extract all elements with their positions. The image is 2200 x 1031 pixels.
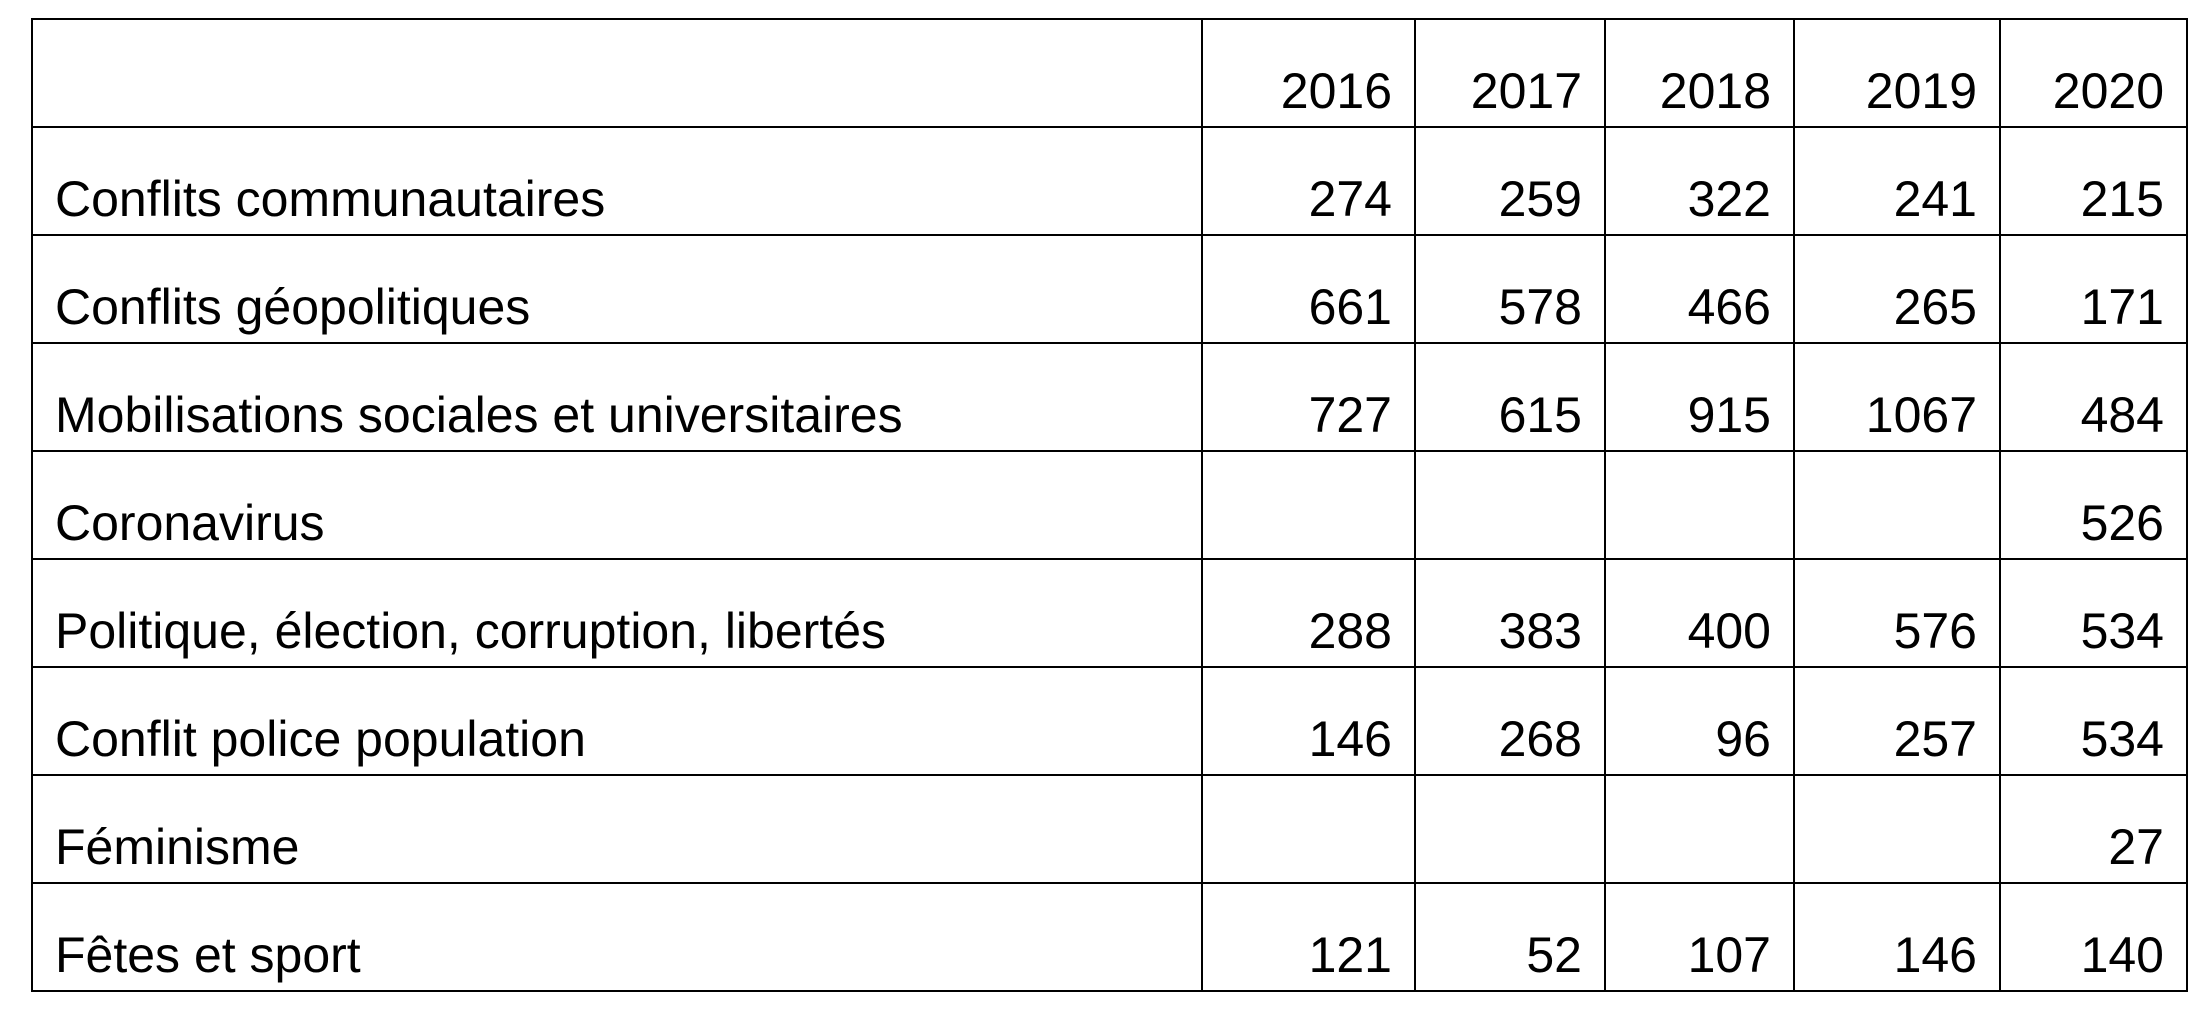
data-row: Politique, élection, corruption, liberté… [31,558,2188,668]
row-label: Politique, élection, corruption, liberté… [31,558,1203,668]
empty-cell [1793,774,2001,884]
value-cell: 578 [1414,234,1606,344]
value-cell: 121 [1201,882,1416,992]
row-label: Conflits communautaires [31,126,1203,236]
value-cell: 727 [1201,342,1416,452]
value-cell: 661 [1201,234,1416,344]
data-row: Conflit police population 146 268 96 257 534 [31,666,2188,776]
value-cell: 274 [1201,126,1416,236]
value-cell: 96 [1604,666,1795,776]
row-label: Conflit police population [31,666,1203,776]
empty-cell [1604,774,1795,884]
row-label: Conflits géopolitiques [31,234,1203,344]
value-cell: 27 [1999,774,2188,884]
value-cell: 257 [1793,666,2001,776]
value-cell: 241 [1793,126,2001,236]
value-cell: 1067 [1793,342,2001,452]
value-cell: 146 [1793,882,2001,992]
table-body: 2016 2017 2018 2019 2020 Conflits communautai… [31,18,2188,992]
row-label: Mobilisations sociales et universitaires [31,342,1203,452]
value-cell: 171 [1999,234,2188,344]
empty-cell [1793,450,2001,560]
data-table: 2016 2017 2018 2019 2020 Conflits communautai… [31,18,2188,992]
data-row: Féminisme 27 [31,774,2188,884]
value-cell: 484 [1999,342,2188,452]
year-header: 2017 [1414,18,1606,128]
empty-cell [1414,450,1606,560]
value-cell: 400 [1604,558,1795,668]
value-cell: 288 [1201,558,1416,668]
value-cell: 615 [1414,342,1606,452]
value-cell: 52 [1414,882,1606,992]
year-header: 2016 [1201,18,1416,128]
year-header: 2019 [1793,18,2001,128]
empty-cell [1201,774,1416,884]
corner-cell [31,18,1203,128]
value-cell: 215 [1999,126,2188,236]
data-row: Coronavirus 526 [31,450,2188,560]
value-cell: 466 [1604,234,1795,344]
value-cell: 383 [1414,558,1606,668]
value-cell: 140 [1999,882,2188,992]
row-label: Coronavirus [31,450,1203,560]
data-row: Conflits communautaires 274 259 322 241 215 [31,126,2188,236]
empty-cell [1414,774,1606,884]
year-header: 2018 [1604,18,1795,128]
row-label: Fêtes et sport [31,882,1203,992]
value-cell: 107 [1604,882,1795,992]
year-header: 2020 [1999,18,2188,128]
value-cell: 146 [1201,666,1416,776]
data-row: Fêtes et sport 121 52 107 146 140 [31,882,2188,992]
data-row: Conflits géopolitiques 661 578 466 265 171 [31,234,2188,344]
value-cell: 576 [1793,558,2001,668]
value-cell: 915 [1604,342,1795,452]
value-cell: 534 [1999,666,2188,776]
value-cell: 322 [1604,126,1795,236]
header-row: 2016 2017 2018 2019 2020 [31,18,2188,128]
value-cell: 526 [1999,450,2188,560]
empty-cell [1201,450,1416,560]
value-cell: 265 [1793,234,2001,344]
row-label: Féminisme [31,774,1203,884]
value-cell: 259 [1414,126,1606,236]
empty-cell [1604,450,1795,560]
table-container: 2016 2017 2018 2019 2020 Conflits communautai… [31,18,2188,992]
value-cell: 268 [1414,666,1606,776]
data-row: Mobilisations sociales et universitaires… [31,342,2188,452]
value-cell: 534 [1999,558,2188,668]
